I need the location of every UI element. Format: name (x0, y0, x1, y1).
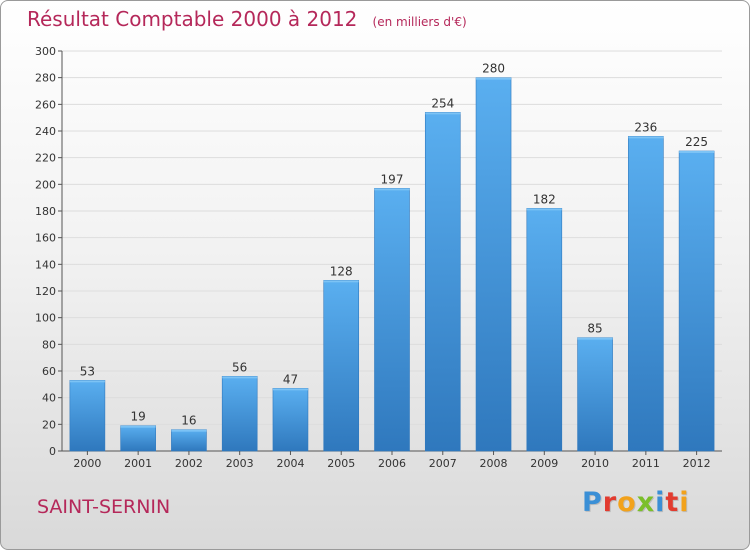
commune-name: SAINT-SERNIN (37, 496, 171, 518)
bar-highlight (425, 112, 461, 115)
title-row: Résultat Comptable 2000 à 2012 (en milli… (27, 7, 467, 31)
bar (221, 376, 258, 452)
y-tick-label: 200 (35, 178, 56, 191)
bar-highlight (526, 208, 562, 211)
bar (424, 112, 461, 452)
x-tick-label: 2007 (429, 457, 457, 470)
bar-highlight (222, 376, 258, 379)
y-tick-label: 140 (35, 258, 56, 271)
proxiti-logo: Proxiti (582, 487, 690, 518)
bar-highlight (69, 380, 105, 383)
x-tick-label: 2010 (581, 457, 609, 470)
bar (120, 425, 156, 452)
bar-highlight (679, 151, 715, 153)
data-label: 85 (587, 322, 602, 336)
bar (678, 150, 715, 452)
data-label: 16 (181, 414, 196, 428)
x-tick-label: 2003 (226, 457, 254, 470)
data-label: 225 (685, 135, 708, 149)
data-label: 53 (80, 364, 95, 378)
logo-letter: o (617, 487, 637, 518)
y-tick-label: 20 (42, 418, 56, 431)
data-label: 197 (381, 172, 404, 186)
y-tick-label: 80 (42, 338, 56, 351)
bar-highlight (577, 337, 613, 340)
bar-highlight (171, 429, 207, 432)
y-tick-label: 180 (35, 205, 56, 218)
bar-highlight (628, 136, 664, 139)
bar-highlight (476, 77, 512, 80)
y-tick-label: 0 (49, 445, 56, 458)
data-label: 236 (634, 120, 657, 134)
y-tick-label: 240 (35, 125, 56, 138)
logo-letter: x (636, 487, 656, 518)
x-tick-label: 2008 (480, 457, 508, 470)
logo-letter: P (582, 487, 603, 518)
bar (272, 388, 309, 452)
logo-letter: i (679, 487, 690, 518)
bar-highlight (323, 280, 359, 283)
logo-letter: r (602, 487, 618, 518)
data-label: 19 (131, 410, 146, 424)
logo-letter: i (655, 487, 666, 518)
x-tick-label: 2002 (175, 457, 203, 470)
bar (69, 380, 106, 452)
x-tick-label: 2000 (73, 457, 101, 470)
x-tick-label: 2011 (632, 457, 660, 470)
x-tick-label: 2005 (327, 457, 355, 470)
x-tick-label: 2006 (378, 457, 406, 470)
y-tick-label: 120 (35, 285, 56, 298)
chart-subtitle: (en milliers d'€) (372, 15, 467, 29)
bar-highlight (120, 425, 156, 428)
y-tick-label: 260 (35, 98, 56, 111)
y-tick-label: 60 (42, 365, 56, 378)
x-tick-label: 2012 (683, 457, 711, 470)
data-label: 254 (431, 96, 454, 110)
data-label: 280 (482, 62, 505, 76)
chart-title: Résultat Comptable 2000 à 2012 (27, 7, 358, 31)
bar-highlight (374, 188, 410, 191)
bar (628, 136, 664, 452)
logo-letter: t (665, 487, 680, 518)
x-tick-label: 2004 (276, 457, 304, 470)
y-tick-label: 100 (35, 312, 56, 325)
y-tick-label: 220 (35, 152, 56, 165)
y-tick-label: 280 (35, 72, 56, 85)
bar (323, 280, 360, 452)
data-label: 128 (330, 264, 353, 278)
bar (475, 77, 512, 452)
bar (526, 208, 563, 452)
bar (374, 188, 410, 452)
bar (171, 429, 207, 452)
y-tick-label: 160 (35, 232, 56, 245)
x-tick-label: 2009 (530, 457, 558, 470)
y-tick-label: 40 (42, 392, 56, 405)
data-label: 182 (533, 192, 556, 206)
bar-highlight (272, 388, 308, 391)
y-tick-label: 300 (35, 45, 56, 58)
bar (577, 337, 613, 452)
data-label: 47 (283, 372, 298, 386)
data-label: 56 (232, 360, 247, 374)
x-tick-label: 2001 (124, 457, 152, 470)
